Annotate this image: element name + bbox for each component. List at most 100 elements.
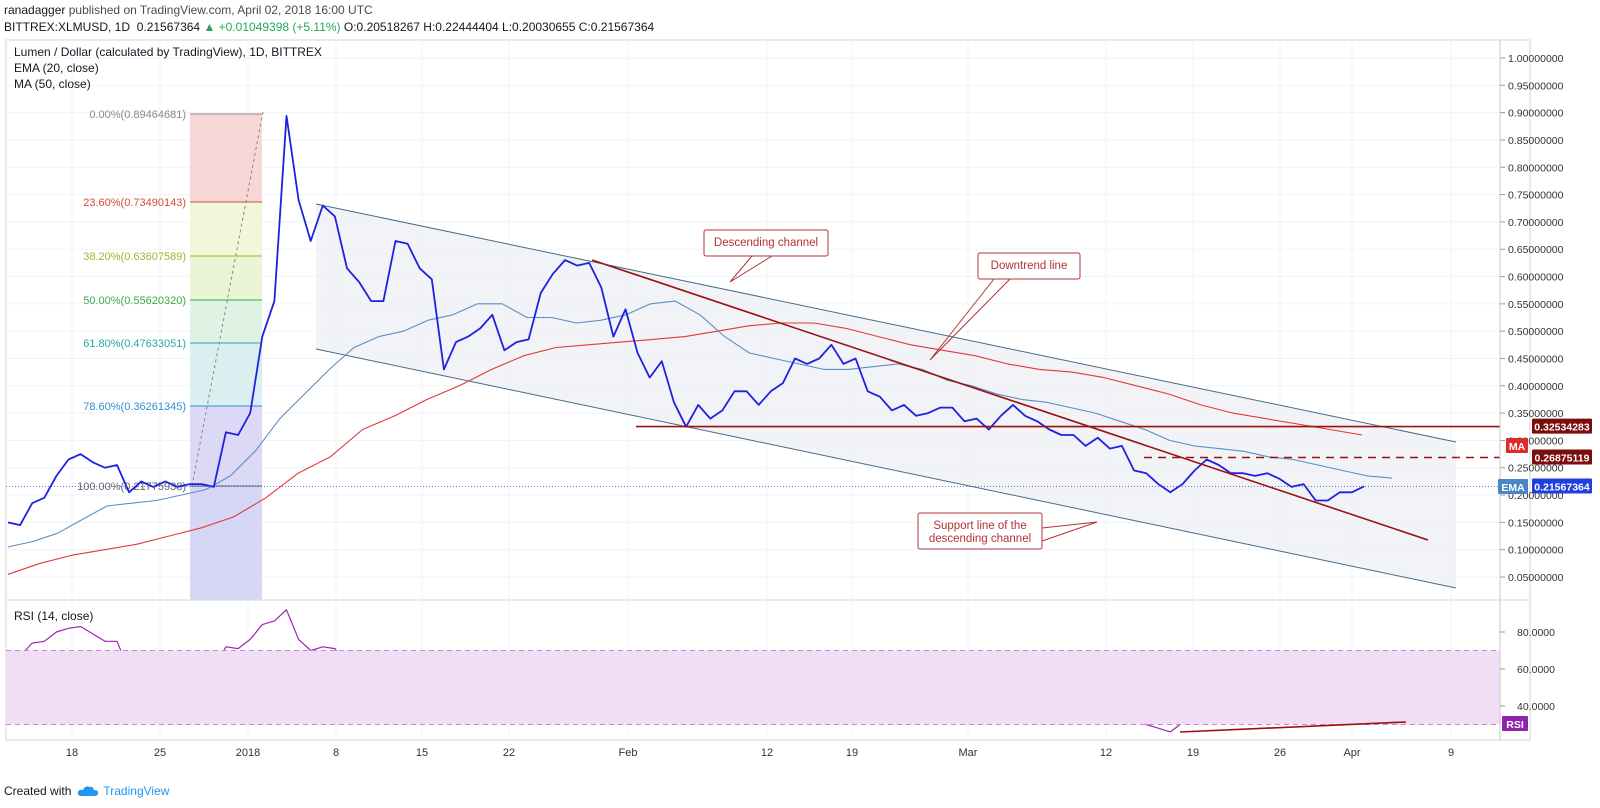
fib-level-label: 78.60%(0.36261345): [83, 401, 186, 413]
x-tick-label: 12: [761, 747, 773, 759]
level1-tag: 0.32534283: [1534, 422, 1590, 434]
support-line-callout-pointer: [1041, 521, 1098, 542]
rsi-tag-bg: [1502, 716, 1528, 731]
x-tick-label: 15: [416, 747, 428, 759]
published-text: published on TradingView.com, April 02, …: [68, 3, 373, 17]
rsi-support-line: [1179, 721, 1407, 733]
tradingview-logo[interactable]: TradingView: [77, 784, 169, 798]
x-tick-label: Feb: [619, 747, 638, 759]
y-tick-label: 0.80000000: [1508, 162, 1564, 174]
x-tick-label: 26: [1274, 747, 1286, 759]
level2-tag-bg: [1532, 449, 1592, 465]
ema-tag: EMA: [1501, 482, 1525, 494]
downtrend-line-callout-box: [977, 252, 1081, 280]
annotations: Descending channel Downtrend line Support …: [703, 229, 1098, 550]
x-tick-label: Mar: [959, 747, 978, 759]
y-tick-label: 0.05000000: [1508, 572, 1564, 584]
x-tick-label: 19: [1187, 747, 1199, 759]
x-tick-label: 9: [1448, 747, 1454, 759]
fib-zone: [190, 406, 262, 486]
level2-tag: 0.26875119: [1535, 452, 1590, 464]
fib-zone: [190, 343, 262, 406]
y-tick-label: 0.65000000: [1508, 244, 1564, 256]
support-line-callout-box: [917, 512, 1043, 550]
y-tick-label: 0.55000000: [1508, 299, 1564, 311]
rsi-tag: RSI: [1506, 719, 1524, 731]
rsi-legend: RSI (14, close): [14, 609, 93, 623]
symbol-label: BITTREX:XLMUSD, 1D: [4, 20, 131, 34]
descending-channel-callout-pointer: [729, 255, 773, 283]
y-tick-label: 0.45000000: [1508, 353, 1564, 365]
x-tick-label: 8: [333, 747, 339, 759]
y-tick-label: 0.95000000: [1508, 80, 1564, 92]
y-tick-label: 0.35000000: [1508, 408, 1564, 420]
x-tick-label: 2018: [236, 747, 260, 759]
overlay-lines: [6, 259, 1500, 541]
fib-level-label: 0.00%(0.89464681): [89, 109, 186, 121]
chart-frame[interactable]: 0.00%(0.89464681) 23.60%(0.73490143) 38.20…: [0, 38, 1600, 790]
channel-lower-line: [315, 348, 1457, 589]
footer: Created with TradingView: [4, 784, 169, 798]
rsi-tick-label: 40.0000: [1517, 701, 1555, 713]
descending-channel-callout-text: Descending channel: [714, 237, 818, 249]
ma-tag-bg: [1506, 438, 1528, 453]
rsi-band: [6, 650, 1500, 725]
x-tick-label: 19: [846, 747, 858, 759]
y-tick-label: 0.90000000: [1508, 108, 1564, 120]
quote-line: BITTREX:XLMUSD, 1D 0.21567364 ▲ +0.01049…: [4, 20, 654, 34]
x-tick-label: 22: [503, 747, 515, 759]
chart-svg[interactable]: 0.00%(0.89464681) 23.60%(0.73490143) 38.20…: [0, 38, 1600, 790]
chart-title: Lumen / Dollar (calculated by TradingVie…: [14, 45, 322, 59]
fib-zone: [190, 114, 262, 202]
x-tick-label: 18: [66, 747, 78, 759]
ema-line: [7, 300, 1393, 548]
descending-channel-callout-box: [703, 229, 829, 257]
downtrend-line-callout-pointer: [929, 278, 1011, 361]
ohlc-values: O:0.20518267 H:0.22444404 L:0.20030655 C…: [343, 20, 655, 34]
last-price: 0.21567364: [136, 20, 201, 34]
channel-upper-line: [315, 203, 1457, 443]
axes: 1.00000000 0.95000000 0.90000000 0.85000000…: [66, 40, 1564, 759]
support-line-callout-text: descending channel: [929, 533, 1031, 545]
publisher-name[interactable]: ranadagger: [4, 3, 66, 17]
brand-name: TradingView: [103, 784, 170, 798]
downtrend-line-callout-text: Downtrend line: [991, 260, 1068, 272]
created-with-label: Created with: [4, 784, 72, 798]
x-tick-label: 12: [1100, 747, 1112, 759]
y-tick-label: 0.50000000: [1508, 326, 1564, 338]
ema-legend: EMA (20, close): [14, 61, 99, 75]
support-line-callout-text: Support line of the: [933, 520, 1026, 532]
x-tick-label: 25: [154, 747, 166, 759]
ma-legend: MA (50, close): [14, 77, 91, 91]
fib-level-label: 23.60%(0.73490143): [83, 197, 186, 209]
y-tick-label: 0.25000000: [1508, 463, 1564, 475]
ma-tag: MA: [1509, 441, 1526, 453]
y-tick-label: 0.85000000: [1508, 135, 1564, 147]
rsi-tick-label: 80.0000: [1517, 627, 1555, 639]
rsi-tick-label: 60.0000: [1517, 664, 1555, 676]
ma-line: [7, 322, 1363, 575]
fib-zone: [190, 202, 262, 256]
level1-tag-bg: [1532, 418, 1592, 434]
fib-level-label: 38.20%(0.63607589): [83, 251, 186, 263]
current-price-tag: 0.21567364: [1534, 481, 1590, 493]
y-tick-label: 0.15000000: [1508, 517, 1564, 529]
y-tick-label: 1.00000000: [1508, 53, 1564, 65]
cloud-icon: [78, 786, 99, 796]
price-change: ▲ +0.01049398 (+5.11%): [203, 20, 341, 34]
fib-zone: [190, 256, 262, 300]
y-tick-label: 0.10000000: [1508, 545, 1564, 557]
current-price-tag-bg: [1532, 478, 1592, 494]
ema-tag-bg: [1498, 479, 1528, 494]
rsi-indicator: [6, 650, 1500, 733]
y-tick-label: 0.60000000: [1508, 272, 1564, 284]
price-tags: 0.32534283 0.26875119 0.21567364 MA EMA RSI: [1498, 418, 1592, 731]
fib-level-label: 61.80%(0.47633051): [83, 338, 186, 350]
x-tick-label: Apr: [1343, 747, 1360, 759]
fib-level-label: 50.00%(0.55620320): [83, 295, 186, 307]
publish-line: ranadagger published on TradingView.com,…: [4, 3, 373, 17]
y-tick-label: 0.70000000: [1508, 217, 1564, 229]
downtrend-line: [591, 259, 1429, 541]
y-tick-label: 0.75000000: [1508, 190, 1564, 202]
fibonacci-retracement: 0.00%(0.89464681) 23.60%(0.73490143) 38.20…: [77, 109, 264, 600]
